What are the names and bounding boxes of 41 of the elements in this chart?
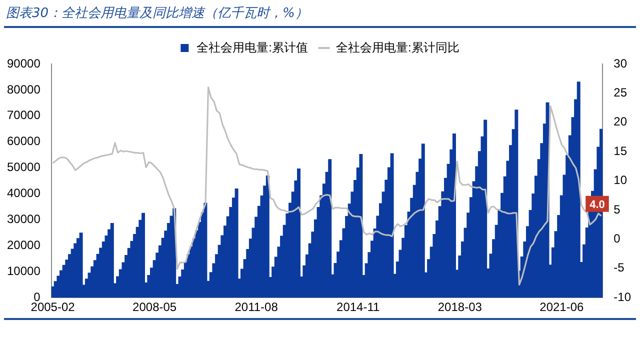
y2-tick-label: 0 bbox=[614, 232, 621, 246]
y-tick-label: 20000 bbox=[6, 238, 41, 252]
y2-tick-label: 15 bbox=[614, 144, 628, 158]
y-tick-label: 10000 bbox=[6, 264, 41, 278]
x-tick-label: 2018-03 bbox=[438, 300, 482, 314]
y-tick-label: 70000 bbox=[6, 108, 41, 122]
y-tick-label: 50000 bbox=[6, 160, 41, 174]
data-label: 4.0 bbox=[590, 198, 605, 211]
legend-label: 全社会用电量:累计值 bbox=[196, 40, 308, 54]
y2-tick-label: 10 bbox=[614, 173, 628, 188]
bar bbox=[484, 120, 488, 298]
bar bbox=[266, 176, 270, 298]
y2-tick-label: 5 bbox=[614, 202, 621, 216]
legend-label: 全社会用电量:累计同比 bbox=[336, 40, 460, 54]
bar bbox=[79, 232, 83, 298]
y2-tick-label: 30 bbox=[614, 56, 628, 70]
bar bbox=[110, 223, 114, 298]
y-tick-label: 30000 bbox=[6, 212, 41, 226]
y2-tick-label: 20 bbox=[614, 114, 628, 129]
bar bbox=[297, 168, 300, 298]
y-tick-label: 60000 bbox=[6, 134, 41, 148]
x-tick-label: 2011-08 bbox=[234, 300, 278, 314]
y2-tick-label: 25 bbox=[614, 86, 628, 100]
bar bbox=[359, 154, 363, 298]
y2-tick-label: -5 bbox=[614, 260, 625, 275]
y-tick-label: 90000 bbox=[6, 56, 41, 70]
x-tick-label: 2021-06 bbox=[540, 300, 584, 314]
bar bbox=[390, 153, 394, 298]
y-tick-label: 40000 bbox=[6, 186, 41, 200]
bar bbox=[142, 212, 145, 298]
y2-tick-label: -10 bbox=[614, 290, 632, 304]
bar bbox=[328, 159, 332, 298]
x-tick-label: 2008-05 bbox=[132, 300, 177, 314]
bar bbox=[576, 82, 580, 298]
chart-title: 图表30：全社会用电量及同比增速（亿千瓦时，%） bbox=[6, 5, 308, 22]
y-tick-label: 80000 bbox=[6, 82, 41, 96]
bar bbox=[452, 133, 456, 298]
bar bbox=[234, 188, 238, 298]
bar bbox=[204, 202, 208, 298]
x-tick-label: 2014-11 bbox=[336, 300, 380, 314]
bar bbox=[421, 144, 425, 298]
